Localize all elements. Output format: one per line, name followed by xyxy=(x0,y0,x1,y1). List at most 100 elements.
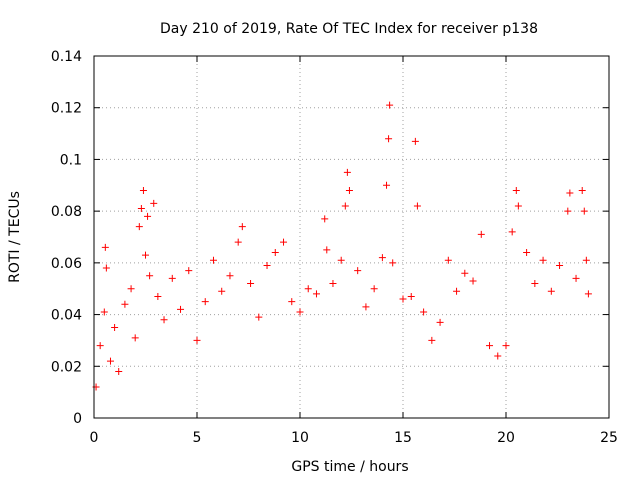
data-point xyxy=(453,287,461,295)
data-point xyxy=(436,318,444,326)
y-tick-label: 0.1 xyxy=(60,152,82,168)
data-point xyxy=(201,298,209,306)
data-point xyxy=(413,202,421,210)
data-point xyxy=(102,264,110,272)
data-point xyxy=(160,316,168,324)
data-point xyxy=(218,287,226,295)
data-point xyxy=(255,313,263,321)
data-point xyxy=(547,287,555,295)
data-point xyxy=(477,230,485,238)
data-point xyxy=(582,256,590,264)
data-point xyxy=(185,267,193,275)
data-point xyxy=(566,189,574,197)
data-point xyxy=(168,274,176,282)
data-point xyxy=(280,238,288,246)
chart-title: Day 210 of 2019, Rate Of TEC Index for r… xyxy=(160,21,538,37)
data-point xyxy=(144,212,152,220)
data-point xyxy=(420,308,428,316)
data-point xyxy=(385,135,393,143)
data-point xyxy=(115,367,123,375)
data-point xyxy=(502,342,510,350)
x-axis-label: GPS time / hours xyxy=(291,459,408,475)
y-tick-label: 0.04 xyxy=(51,308,82,324)
y-tick-labels: 0 0.02 0.04 0.06 0.08 0.1 0.12 0.14 xyxy=(51,49,82,427)
data-point xyxy=(193,336,201,344)
x-tick-label: 5 xyxy=(193,430,202,446)
data-point xyxy=(564,207,572,215)
data-point xyxy=(383,181,391,189)
data-point xyxy=(512,186,520,194)
y-tick-label: 0.14 xyxy=(51,49,82,65)
data-point xyxy=(323,246,331,254)
data-point xyxy=(234,238,242,246)
data-point xyxy=(461,269,469,277)
x-tick-labels: 0 5 10 15 20 25 xyxy=(90,430,618,446)
data-point xyxy=(343,168,351,176)
data-point xyxy=(329,280,337,288)
data-point xyxy=(296,308,304,316)
data-points xyxy=(92,101,592,391)
y-tick-label: 0.08 xyxy=(51,204,82,220)
x-tick-label: 20 xyxy=(497,430,515,446)
data-point xyxy=(154,292,162,300)
data-point xyxy=(514,202,522,210)
data-point xyxy=(354,267,362,275)
data-point xyxy=(411,137,419,145)
data-point xyxy=(572,274,580,282)
data-point xyxy=(146,272,154,280)
data-point xyxy=(288,298,296,306)
data-point xyxy=(106,357,114,365)
data-point xyxy=(304,285,312,293)
axis-ticks xyxy=(93,55,610,419)
grid xyxy=(94,56,609,418)
y-tick-label: 0.02 xyxy=(51,359,82,375)
data-point xyxy=(378,254,386,262)
data-point xyxy=(238,223,246,231)
y-tick-label: 0.12 xyxy=(51,101,82,117)
data-point xyxy=(486,342,494,350)
data-point xyxy=(209,256,217,264)
data-point xyxy=(386,101,394,109)
data-point xyxy=(263,261,271,269)
x-tick-label: 10 xyxy=(291,430,309,446)
data-point xyxy=(407,292,415,300)
data-point xyxy=(271,249,279,257)
y-tick-label: 0 xyxy=(73,411,82,427)
data-point xyxy=(578,186,586,194)
data-point xyxy=(531,280,539,288)
data-point xyxy=(150,199,158,207)
data-point xyxy=(389,259,397,267)
data-point xyxy=(428,336,436,344)
data-point xyxy=(370,285,378,293)
data-point xyxy=(362,303,370,311)
data-point xyxy=(345,186,353,194)
data-point xyxy=(131,334,139,342)
y-axis-label: ROTI / TECUs xyxy=(7,191,23,283)
data-point xyxy=(321,215,329,223)
data-point xyxy=(142,251,149,259)
plot-frame xyxy=(93,55,610,419)
data-point xyxy=(139,186,147,194)
data-point xyxy=(580,207,588,215)
data-point xyxy=(341,202,349,210)
data-point xyxy=(247,280,255,288)
data-point xyxy=(226,272,234,280)
data-point xyxy=(312,290,320,298)
data-point xyxy=(127,285,135,293)
data-point xyxy=(121,300,129,308)
data-point xyxy=(337,256,345,264)
data-point xyxy=(399,295,407,303)
data-point xyxy=(111,324,119,331)
data-point xyxy=(508,228,516,236)
data-point xyxy=(539,256,547,264)
x-tick-label: 15 xyxy=(394,430,412,446)
data-point xyxy=(135,223,143,231)
data-point xyxy=(177,305,185,313)
data-point xyxy=(494,352,502,360)
data-point xyxy=(137,205,145,213)
x-tick-label: 0 xyxy=(90,430,99,446)
data-point xyxy=(469,277,477,285)
y-tick-label: 0.06 xyxy=(51,256,82,272)
data-point xyxy=(100,308,108,316)
